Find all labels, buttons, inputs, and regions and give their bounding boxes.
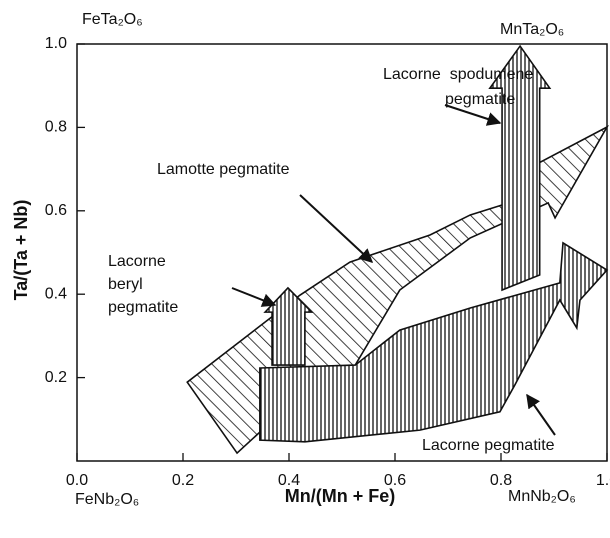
leader-arrow	[526, 393, 556, 436]
y-tick-label: 1.0	[45, 35, 67, 52]
y-tick-label: 0.2	[45, 369, 67, 386]
x-tick-label: 0.8	[490, 472, 512, 489]
plot-frame	[76, 43, 608, 462]
leader-arrow	[299, 194, 374, 263]
x-tick-label: 0.0	[66, 472, 88, 489]
region-label: Lacorne	[108, 253, 166, 270]
region-label: pegmatite	[108, 299, 178, 316]
leader-arrow	[444, 104, 502, 126]
y-tick-label: 0.6	[45, 202, 67, 219]
x-axis-label: Mn/(Mn + Fe)	[285, 486, 396, 506]
corner-label: FeTa₂O₆	[82, 11, 143, 28]
x-tick-label: 0.4	[278, 472, 300, 489]
x-tick-label: 0.2	[172, 472, 194, 489]
region-label: pegmatite	[445, 91, 515, 108]
region-label: Lamotte pegmatite	[157, 161, 290, 178]
y-tick-label: 0.4	[45, 285, 67, 302]
region	[488, 44, 552, 292]
regions	[186, 44, 610, 455]
corner-label: MnTa₂O₆	[500, 21, 564, 38]
corner-label: FeNb₂O₆	[75, 491, 139, 508]
region-label: Lacorne spodumene	[383, 66, 533, 83]
leader-arrow	[231, 287, 277, 307]
x-tick-label: 0.6	[384, 472, 406, 489]
y-axis-label: Ta/(Ta + Nb)	[11, 200, 31, 301]
region	[263, 286, 314, 366]
x-tick-label: 1.0	[596, 472, 610, 489]
y-tick-label: 0.8	[45, 119, 67, 136]
region	[259, 241, 609, 443]
corner-label: MnNb₂O₆	[508, 488, 576, 505]
region-label: beryl	[108, 276, 143, 293]
region-label: Lacorne pegmatite	[422, 437, 555, 454]
